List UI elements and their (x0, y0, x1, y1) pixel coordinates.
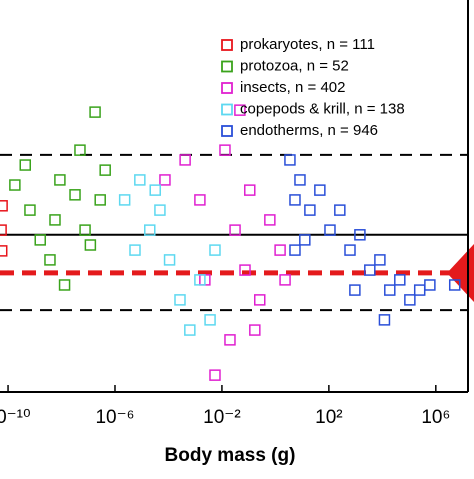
data-point (264, 214, 276, 226)
data-point (224, 334, 236, 346)
data-point (0, 200, 8, 212)
data-point (314, 184, 326, 196)
data-point (209, 369, 221, 381)
data-point (254, 294, 266, 306)
legend-label: prokaryotes, n = 111 (240, 36, 375, 53)
data-point (448, 279, 461, 291)
data-point (84, 239, 97, 251)
data-point (334, 204, 346, 216)
data-point (179, 154, 191, 166)
data-point (89, 106, 101, 118)
data-point (289, 244, 301, 256)
x-tick-label: 10⁶ (421, 407, 450, 428)
data-point (49, 214, 61, 226)
x-tick-label: 10⁻² (203, 407, 241, 428)
data-point (144, 224, 156, 236)
data-point (149, 184, 161, 196)
data-point (364, 264, 376, 276)
data-point (304, 204, 316, 216)
data-point (279, 274, 291, 286)
data-point (54, 174, 66, 186)
data-point (69, 189, 81, 201)
data-point (209, 244, 221, 256)
data-point (249, 324, 261, 336)
data-point (94, 194, 106, 206)
data-point (99, 164, 111, 176)
data-point (134, 174, 146, 186)
data-point (289, 194, 301, 206)
data-point (154, 204, 166, 216)
data-point (184, 324, 196, 336)
legend-marker (221, 125, 233, 137)
data-point (19, 159, 32, 171)
data-point (0, 245, 8, 257)
data-point (163, 254, 176, 266)
data-point (284, 154, 296, 166)
data-point (24, 204, 36, 216)
data-point (384, 284, 396, 296)
data-point (229, 224, 241, 236)
data-point (244, 184, 256, 196)
data-point (239, 264, 251, 276)
legend-marker (221, 60, 233, 73)
legend-label: endotherms, n = 946 (240, 122, 378, 139)
data-point (58, 279, 71, 291)
data-point (0, 224, 7, 236)
data-point (378, 314, 391, 326)
data-point (324, 224, 336, 236)
data-point (159, 174, 171, 186)
data-point (344, 244, 356, 256)
data-point (299, 234, 311, 246)
data-point (74, 144, 86, 156)
x-tick-label: 10² (315, 407, 342, 428)
legend-label: insects, n = 402 (240, 79, 345, 96)
data-point (354, 229, 366, 241)
data-point (219, 144, 231, 156)
data-point (294, 174, 306, 186)
legend-marker (221, 39, 233, 51)
data-point (234, 104, 246, 116)
data-point (194, 194, 206, 206)
data-point (118, 194, 131, 206)
data-point (204, 314, 216, 326)
data-point (424, 279, 436, 291)
data-point (349, 284, 361, 296)
data-point (174, 294, 186, 306)
data-point (404, 294, 416, 306)
data-point (9, 179, 21, 191)
legend-label: protozoa, n = 52 (240, 57, 349, 74)
legend-marker (221, 82, 233, 94)
data-point (79, 224, 91, 236)
x-tick-label: 10⁻⁶ (95, 407, 134, 428)
data-point (34, 234, 46, 246)
legend-marker (221, 103, 233, 116)
data-point (274, 244, 286, 256)
data-point (129, 244, 141, 256)
data-point (194, 274, 206, 286)
data-point (394, 274, 406, 286)
legend-label: copepods & krill, n = 138 (240, 100, 405, 117)
data-point (374, 254, 386, 266)
x-axis-label: Body mass (g) (165, 445, 296, 466)
x-tick-label: 10⁻¹⁰ (0, 407, 31, 428)
data-point (44, 254, 56, 266)
